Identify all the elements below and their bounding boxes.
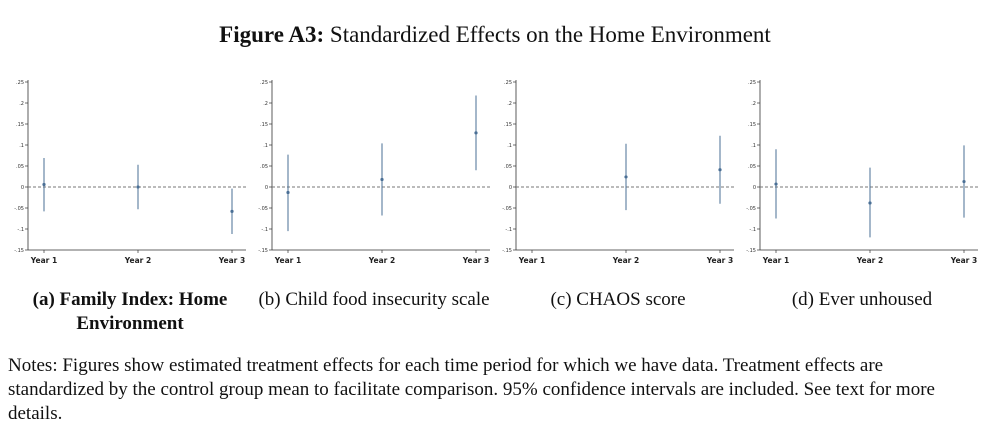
point-estimate [136,185,140,189]
panel-d: .25 .2 .15 .1 .05 0 -.05 -.1 -.15 Year 1 Year 2 Yea… [740,78,980,273]
y-tick-label: .25 [748,80,756,86]
y-tick-label: -.05 [502,206,512,212]
panel-b: .25 .2 .15 .1 .05 0 -.05 -.1 -.15 Year 1 Year 2 Yea… [252,78,492,273]
y-tick-label: 0 [753,185,756,191]
y-tick-label: .2 [263,101,268,107]
x-tick-label: Year 1 [274,256,301,265]
point-estimate [380,177,384,182]
caption-a: (a) Family Index: Home Environment [32,289,228,334]
y-tick-label: -.1 [261,227,268,233]
y-tick-label: -.15 [14,248,24,254]
caption-d: (d) Ever unhoused [791,289,933,310]
figure-title: Figure A3: Standardized Effects on the H… [0,22,990,48]
point-estimate [868,201,872,205]
y-tick-label: .1 [751,143,756,149]
x-tick-label: Year 2 [368,256,395,265]
point-estimate [42,182,46,187]
point-estimate [774,182,778,186]
point-estimate [286,190,290,195]
x-tick-label: Year 1 [518,256,545,265]
panel-c: .25 .2 .15 .1 .05 0 -.05 -.1 -.15 Year 1 Year 2 Yea… [496,78,736,273]
chart-a: .25 .2 .15 .1 .05 0 -.05 -.1 -.15 Year 1 Year 2 Yea… [14,80,246,265]
x-tick-label: Year 3 [950,256,977,265]
y-tick-label: .2 [507,101,512,107]
x-tick-label: Year 3 [218,256,245,265]
chart-c: .25 .2 .15 .1 .05 0 -.05 -.1 -.15 Year 1 Year 2 Yea… [502,80,734,265]
y-tick-label: -.15 [258,248,268,254]
y-tick-label: .25 [504,80,512,86]
y-tick-label: -.1 [17,227,24,233]
y-tick-label: .05 [748,164,756,170]
panel-a: .25 .2 .15 .1 .05 0 -.05 -.1 -.15 Year 1 Year 2 Yea… [8,78,248,273]
y-tick-label: .15 [748,122,756,128]
x-tick-label: Year 3 [706,256,733,265]
point-estimate [230,209,234,213]
y-tick-label: .1 [507,143,512,149]
point-estimate [474,131,478,135]
y-tick-label: .05 [504,164,512,170]
y-tick-label: .25 [16,80,24,86]
y-tick-label: 0 [509,185,512,191]
x-tick-label: Year 1 [30,256,57,265]
y-tick-label: -.1 [749,227,756,233]
chart-b: .25 .2 .15 .1 .05 0 -.05 -.1 -.15 Year 1 Year 2 Yea… [258,80,490,265]
x-tick-label: Year 2 [124,256,151,265]
y-tick-label: .1 [263,143,268,149]
y-tick-label: .15 [504,122,512,128]
x-tick-label: Year 2 [612,256,639,265]
point-estimate [624,175,628,179]
y-tick-label: -.1 [505,227,512,233]
y-tick-label: -.15 [502,248,512,254]
y-tick-label: .15 [260,122,268,128]
x-tick-label: Year 3 [462,256,489,265]
y-tick-label: -.05 [14,206,24,212]
point-estimate [718,168,722,172]
y-tick-label: .05 [16,164,24,170]
caption-c: (c) CHAOS score [550,289,686,310]
x-tick-label: Year 2 [856,256,883,265]
y-tick-label: .2 [19,101,24,107]
y-tick-label: -.15 [746,248,756,254]
point-estimate [962,179,966,184]
y-tick-label: 0 [21,185,24,191]
y-tick-label: .2 [751,101,756,107]
x-tick-label: Year 1 [762,256,789,265]
y-tick-label: .1 [19,143,24,149]
caption-b: (b) Child food insecurity scale [258,289,490,310]
figure-title-text: Standardized Effects on the Home Environ… [324,22,771,47]
y-tick-label: -.05 [746,206,756,212]
y-tick-label: 0 [265,185,268,191]
y-tick-label: .15 [16,122,24,128]
figure-title-label: Figure A3: [219,22,325,47]
y-tick-label: .05 [260,164,268,170]
chart-d: .25 .2 .15 .1 .05 0 -.05 -.1 -.15 Year 1 Year 2 Yea… [746,80,978,265]
y-tick-label: -.05 [258,206,268,212]
figure-notes: Notes: Figures show estimated treatment … [8,355,935,424]
y-tick-label: .25 [260,80,268,86]
